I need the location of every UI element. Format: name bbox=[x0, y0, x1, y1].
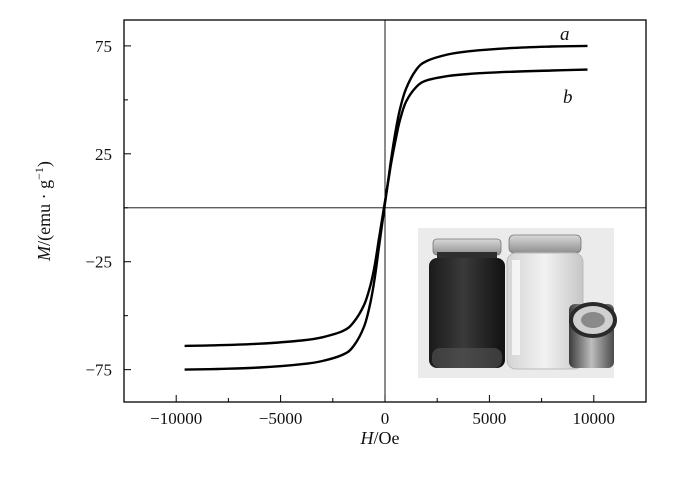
x-tick-label: 0 bbox=[381, 409, 390, 428]
y-tick-label: −75 bbox=[85, 361, 112, 380]
x-tick-label: 5000 bbox=[472, 409, 506, 428]
series-label-a: a bbox=[560, 24, 570, 45]
x-axis: −10000 −5000 0 5000 10000 bbox=[150, 395, 615, 428]
inset-photo bbox=[418, 228, 617, 378]
dark-vial-image bbox=[429, 238, 505, 368]
x-axis-title: H/Oe bbox=[360, 428, 400, 448]
x-tick-label: 10000 bbox=[573, 409, 616, 428]
series-line-b bbox=[184, 68, 588, 348]
x-tick-label: −10000 bbox=[150, 409, 202, 428]
y-tick-label: 75 bbox=[95, 37, 112, 56]
series-label-b: b bbox=[563, 87, 573, 108]
y-axis: −75 −25 25 75 bbox=[85, 37, 131, 380]
clear-vial-image bbox=[506, 234, 584, 370]
y-axis-title: M/(emu · g−1) bbox=[32, 161, 55, 262]
magnet-image bbox=[569, 302, 617, 368]
series-group bbox=[184, 44, 588, 371]
y-tick-label: −25 bbox=[85, 253, 112, 272]
x-tick-label: −5000 bbox=[259, 409, 303, 428]
y-tick-label: 25 bbox=[95, 145, 112, 164]
